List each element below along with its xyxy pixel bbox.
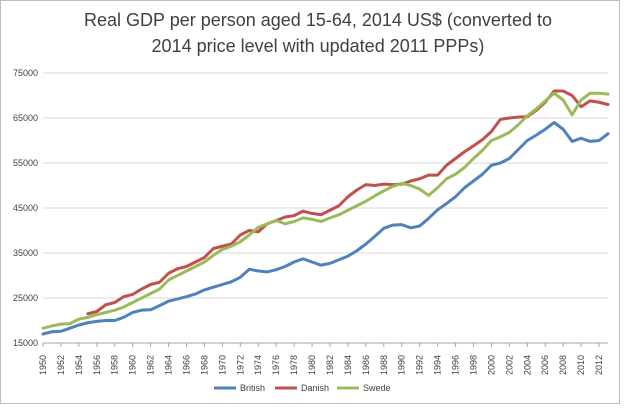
x-tick-label: 1970 [217,355,227,375]
x-tick-label: 1958 [110,355,120,375]
y-tick-label: 35000 [13,248,38,258]
y-tick-label: 15000 [13,338,38,348]
axis-layer: 15000 25000 35000 45000 55000 65000 75000 1950 1… [13,68,608,375]
x-tick-label: 1980 [307,355,317,375]
x-tick-label: 1952 [56,355,66,375]
x-tick-label: 1990 [397,355,407,375]
x-tick-label: 1988 [379,355,389,375]
chart-frame [0,0,620,404]
series-line-british [41,121,610,336]
x-tick-label: 2006 [540,355,550,375]
x-tick-label: 1982 [325,355,335,375]
x-tick-label: 1984 [343,355,353,375]
y-tick-label: 75000 [13,68,38,78]
x-tick-label: 1972 [235,355,245,375]
x-tick-label: 1996 [451,355,461,375]
series-layer [41,89,610,336]
x-tick-label: 2012 [594,355,604,375]
legend-label-danish: Danish [301,383,329,393]
x-tick-label: 2008 [558,355,568,375]
x-tick-label: 1974 [253,355,263,375]
x-tick-label: 1964 [164,355,174,375]
x-tick-label: 1976 [271,355,281,375]
x-tick-label: 1994 [433,355,443,375]
x-tick-label: 1968 [199,355,209,375]
y-tick-label: 65000 [13,113,38,123]
x-tick-label: 1998 [468,355,478,375]
x-tick-label: 1960 [128,355,138,375]
x-tick-label: 2000 [486,355,496,375]
series-line-swede [41,91,610,330]
x-tick-label: 2004 [522,355,532,375]
y-tick-label: 55000 [13,158,38,168]
x-tick-label: 2010 [576,355,586,375]
y-tick-label: 25000 [13,293,38,303]
x-tick-label: 1956 [92,355,102,375]
x-tick-label: 1954 [74,355,84,375]
x-tick-label: 1992 [415,355,425,375]
legend: British Danish Swede [214,383,391,393]
chart-title-line-1: Real GDP per person aged 15-64, 2014 US$… [84,10,552,30]
x-tick-label: 1978 [289,355,299,375]
legend-label-swede: Swede [363,383,391,393]
x-tick-label: 1966 [181,355,191,375]
x-tick-label: 1950 [38,355,48,375]
x-tick-label: 1962 [146,355,156,375]
grid-layer [43,72,608,344]
x-tick-label: 1986 [361,355,371,375]
y-tick-label: 45000 [13,203,38,213]
chart-title-line-2: 2014 price level with updated 2011 PPPs) [152,36,485,56]
legend-label-british: British [240,383,265,393]
x-tick-label: 2002 [504,355,514,375]
series-line-danish [86,89,610,316]
